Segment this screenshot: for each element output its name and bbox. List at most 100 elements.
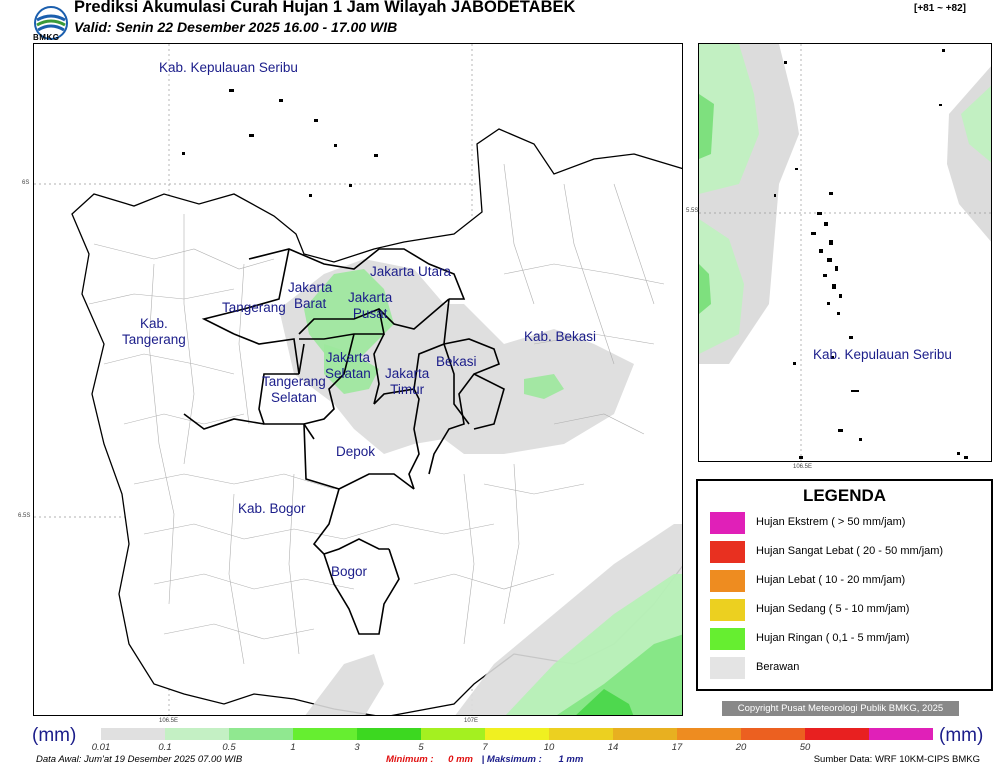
label-jakarta-timur: Jakarta Timur — [385, 366, 430, 397]
legend-swatch — [710, 628, 745, 650]
cloud-area — [305, 654, 384, 715]
min-max-summary: Minimum : 0 mm | Maksimum : 1 mm — [386, 754, 583, 765]
inset-label-kep-seribu: Kab. Kepulauan Seribu — [813, 347, 952, 362]
scale-swatch — [293, 728, 357, 740]
rain-area — [576, 689, 634, 715]
forecast-range-tag: [+81 ~ +82] — [914, 3, 966, 14]
scale-unit-right: (mm) — [939, 725, 984, 746]
lon-tick-label: 106.5E — [159, 718, 179, 724]
islands — [182, 89, 378, 197]
legend-label: Hujan Lebat ( 10 - 20 mm/jam) — [756, 574, 906, 586]
scale-tick-label: 20 — [735, 742, 747, 753]
legend-label: Hujan Sangat Lebat ( 20 - 50 mm/jam) — [756, 545, 944, 557]
kecamatan-boundaries — [88, 163, 665, 665]
lon-tick-label: 107E — [464, 718, 479, 724]
min-label: Minimum : — [386, 754, 434, 765]
inset-lat-tick-label: 5.5S — [686, 208, 699, 214]
rain-area — [699, 219, 744, 354]
legend-swatch — [710, 657, 745, 679]
max-label: | Maksimum : — [481, 754, 542, 765]
data-awal: Data Awal: Jum'at 19 Desember 2025 07.00… — [36, 754, 243, 765]
legend-title: LEGENDA — [802, 486, 887, 505]
main-map-canvas — [34, 44, 682, 715]
legend-item: Hujan Ekstrem ( > 50 mm/jam) — [710, 512, 990, 534]
inset-map-canvas — [699, 44, 991, 461]
data-source: Sumber Data: WRF 10KM-CIPS BMKG — [813, 754, 980, 765]
lat-tick-label: 6.5S — [18, 513, 31, 519]
inset-lon-tick-label: 106.5E — [793, 464, 813, 470]
page-title: Prediksi Akumulasi Curah Hujan 1 Jam Wil… — [74, 0, 576, 16]
legend-swatch — [710, 599, 745, 621]
label-jakarta-utara: Jakarta Utara — [370, 264, 452, 279]
label-kab-tangerang: Kab. Tangerang — [122, 316, 186, 347]
label-kep-seribu: Kab. Kepulauan Seribu — [159, 60, 298, 75]
legend-swatch — [710, 512, 745, 534]
scale-tick-label: 0.5 — [222, 742, 236, 753]
label-tangerang: Tangerang — [222, 300, 286, 315]
valid-time: Valid: Senin 22 Desember 2025 16.00 - 17… — [74, 19, 398, 35]
scale-swatch — [229, 728, 293, 740]
legend-swatch — [710, 570, 745, 592]
scale-swatch — [421, 728, 485, 740]
scale-swatch — [101, 728, 165, 740]
scale-swatch — [677, 728, 741, 740]
scale-tick-label: 0.01 — [91, 742, 111, 753]
logo-text: BMKG — [33, 33, 60, 42]
scale-tick-label: 3 — [354, 742, 360, 753]
label-bekasi: Bekasi — [436, 354, 477, 369]
scale-swatch — [485, 728, 549, 740]
legend-item: Hujan Lebat ( 10 - 20 mm/jam) — [710, 570, 990, 592]
kota-boundaries — [183, 248, 505, 635]
legend-item: Hujan Sangat Lebat ( 20 - 50 mm/jam) — [710, 541, 990, 563]
scale-swatch — [549, 728, 613, 740]
main-map: Kab. Kepulauan Seribu Jakarta Utara Jaka… — [33, 43, 683, 716]
scale-tick-label: 17 — [671, 742, 683, 753]
label-jakarta-barat: Jakarta Barat — [288, 280, 333, 311]
rain-area — [324, 344, 379, 394]
scale-tick-label: 0.1 — [158, 742, 172, 753]
legend-label: Berawan — [756, 661, 800, 673]
scale-tick-label: 50 — [799, 742, 811, 753]
scale-swatch — [165, 728, 229, 740]
max-value: 1 mm — [558, 754, 584, 765]
label-bogor: Bogor — [331, 564, 368, 579]
scale-tick-label: 14 — [607, 742, 619, 753]
rain-area — [304, 269, 394, 364]
label-depok: Depok — [336, 444, 376, 459]
scale-swatch — [357, 728, 421, 740]
legend-item: Hujan Ringan ( 0,1 - 5 mm/jam) — [710, 628, 990, 650]
bmkg-logo-icon — [34, 6, 68, 40]
inset-map: Kab. Kepulauan Seribu — [698, 43, 992, 462]
legend-swatch — [710, 541, 745, 563]
legend-label: Hujan Ringan ( 0,1 - 5 mm/jam) — [756, 632, 910, 644]
legend-box: LEGENDA Hujan Ekstrem ( > 50 mm/jam) Huj… — [696, 479, 993, 691]
label-jakarta-selatan: Jakarta Selatan — [325, 350, 371, 381]
color-scale-bar — [101, 728, 933, 740]
label-tangerang-selatan: Tangerang Selatan — [262, 374, 326, 405]
lat-tick-label: 6S — [22, 180, 30, 186]
scale-tick-label: 10 — [543, 742, 555, 753]
legend-item: Hujan Sedang ( 5 - 10 mm/jam) — [710, 599, 990, 621]
label-kab-bekasi: Kab. Bekasi — [524, 329, 597, 344]
label-jakarta-pusat: Jakarta Pusat — [348, 290, 393, 321]
scale-swatch — [613, 728, 677, 740]
rain-area — [557, 634, 682, 715]
scale-unit-left: (mm) — [32, 725, 77, 746]
label-kab-bogor: Kab. Bogor — [238, 501, 306, 516]
scale-tick-label: 7 — [482, 742, 488, 753]
copyright-badge: Copyright Pusat Meteorologi Publik BMKG,… — [722, 701, 959, 716]
rain-area — [524, 374, 564, 399]
scale-swatch — [741, 728, 805, 740]
islands — [774, 49, 968, 459]
legend-label: Hujan Ekstrem ( > 50 mm/jam) — [756, 516, 906, 528]
scale-tick-label: 5 — [418, 742, 424, 753]
legend-label: Hujan Sedang ( 5 - 10 mm/jam) — [756, 603, 910, 615]
rain-area — [961, 85, 991, 163]
legend-item: Berawan — [710, 657, 990, 679]
min-value: 0 mm — [448, 754, 473, 765]
scale-swatch — [869, 728, 933, 740]
rain-area — [699, 94, 714, 159]
scale-tick-label: 1 — [290, 742, 296, 753]
rain-area — [699, 44, 759, 194]
rain-area — [699, 264, 711, 314]
